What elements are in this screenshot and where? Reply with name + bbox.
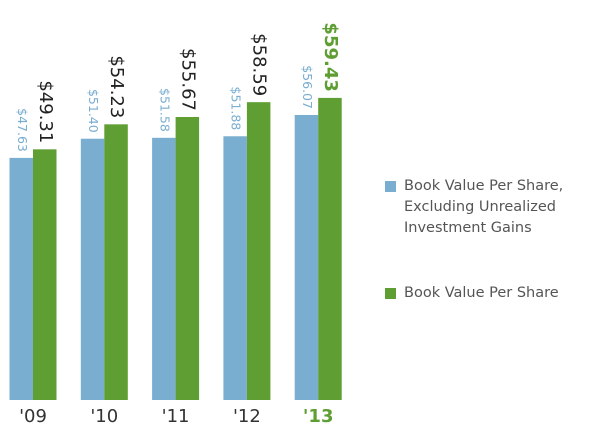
bar	[223, 136, 247, 400]
legend-item: Book Value Per Share, Excluding Unrealiz…	[385, 176, 585, 239]
value-label: $51.40	[86, 89, 101, 133]
value-label: $51.88	[229, 87, 244, 131]
x-tick-label: '12	[233, 406, 261, 427]
legend-item: Book Value Per Share	[385, 283, 585, 304]
value-label: $58.59	[249, 33, 270, 96]
legend-label: Book Value Per Share, Excluding Unrealiz…	[404, 178, 564, 236]
value-label: $51.58	[157, 88, 172, 132]
bar	[294, 114, 319, 400]
x-tick-label: '11	[162, 406, 190, 427]
x-tick-label: '10	[90, 406, 118, 427]
x-tick-label: '09	[19, 406, 47, 427]
value-label: $55.67	[177, 48, 198, 111]
value-label: $56.07	[300, 65, 315, 109]
bar	[9, 157, 33, 400]
bar	[80, 138, 105, 400]
value-label: $47.63	[15, 108, 30, 152]
bar	[33, 149, 57, 400]
bar	[318, 97, 342, 401]
value-label: $49.31	[35, 80, 56, 143]
bar	[104, 124, 128, 400]
bar	[175, 117, 200, 400]
value-label: $54.23	[106, 55, 127, 118]
bar	[152, 137, 176, 400]
legend-swatch	[385, 288, 396, 299]
legend-label: Book Value Per Share	[404, 285, 559, 301]
legend-swatch	[385, 181, 396, 192]
x-tick-label: '13	[303, 406, 334, 427]
value-label: $59.43	[320, 22, 341, 91]
bar	[246, 102, 271, 400]
